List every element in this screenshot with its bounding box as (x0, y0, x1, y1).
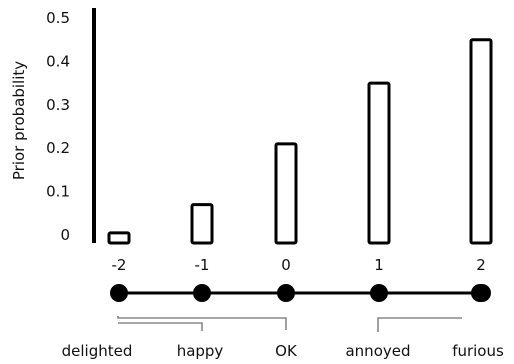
x-tick-label: -2 (112, 256, 127, 274)
brackets (117, 316, 462, 332)
x-tick-label: 2 (476, 256, 486, 274)
bar--1 (190, 203, 214, 245)
y-axis-label: Prior probability (10, 61, 28, 180)
emotion-label: furious (452, 342, 504, 360)
y-tick-label: 0.4 (46, 52, 70, 70)
emotion-label: delighted (62, 342, 133, 360)
x-tick-label: -1 (195, 256, 210, 274)
x-tick-labels: -2 -1 0 1 2 (112, 256, 486, 274)
bar-0 (274, 142, 298, 245)
emotion-label: annoyed (345, 342, 410, 360)
y-tick-label: 0.5 (46, 9, 70, 27)
emotion-label: happy (177, 342, 224, 360)
bar-1 (367, 81, 391, 245)
scale-point (110, 284, 128, 302)
bar-2 (469, 38, 493, 245)
emotion-labels: delighted happy OK annoyed furious (62, 342, 504, 360)
scale-point (471, 284, 491, 302)
scale-point (193, 284, 211, 302)
emotion-scale (110, 284, 491, 302)
bracket-negative (377, 317, 462, 332)
y-axis: 0 0.1 0.2 0.3 0.4 0.5 Prior probability (10, 8, 96, 244)
bar--2 (107, 231, 131, 245)
y-tick-label: 0.2 (46, 139, 70, 157)
emotion-label: OK (275, 342, 298, 360)
bracket-positive-inner (118, 322, 203, 331)
scale-point (277, 284, 295, 302)
bars (107, 38, 493, 245)
bracket-positive (117, 316, 287, 330)
x-tick-label: 0 (281, 256, 291, 274)
x-tick-label: 1 (374, 256, 384, 274)
y-tick-label: 0.1 (46, 183, 70, 201)
y-tick-label: 0 (60, 226, 70, 244)
scale-point (370, 284, 388, 302)
y-tick-label: 0.3 (46, 96, 70, 114)
